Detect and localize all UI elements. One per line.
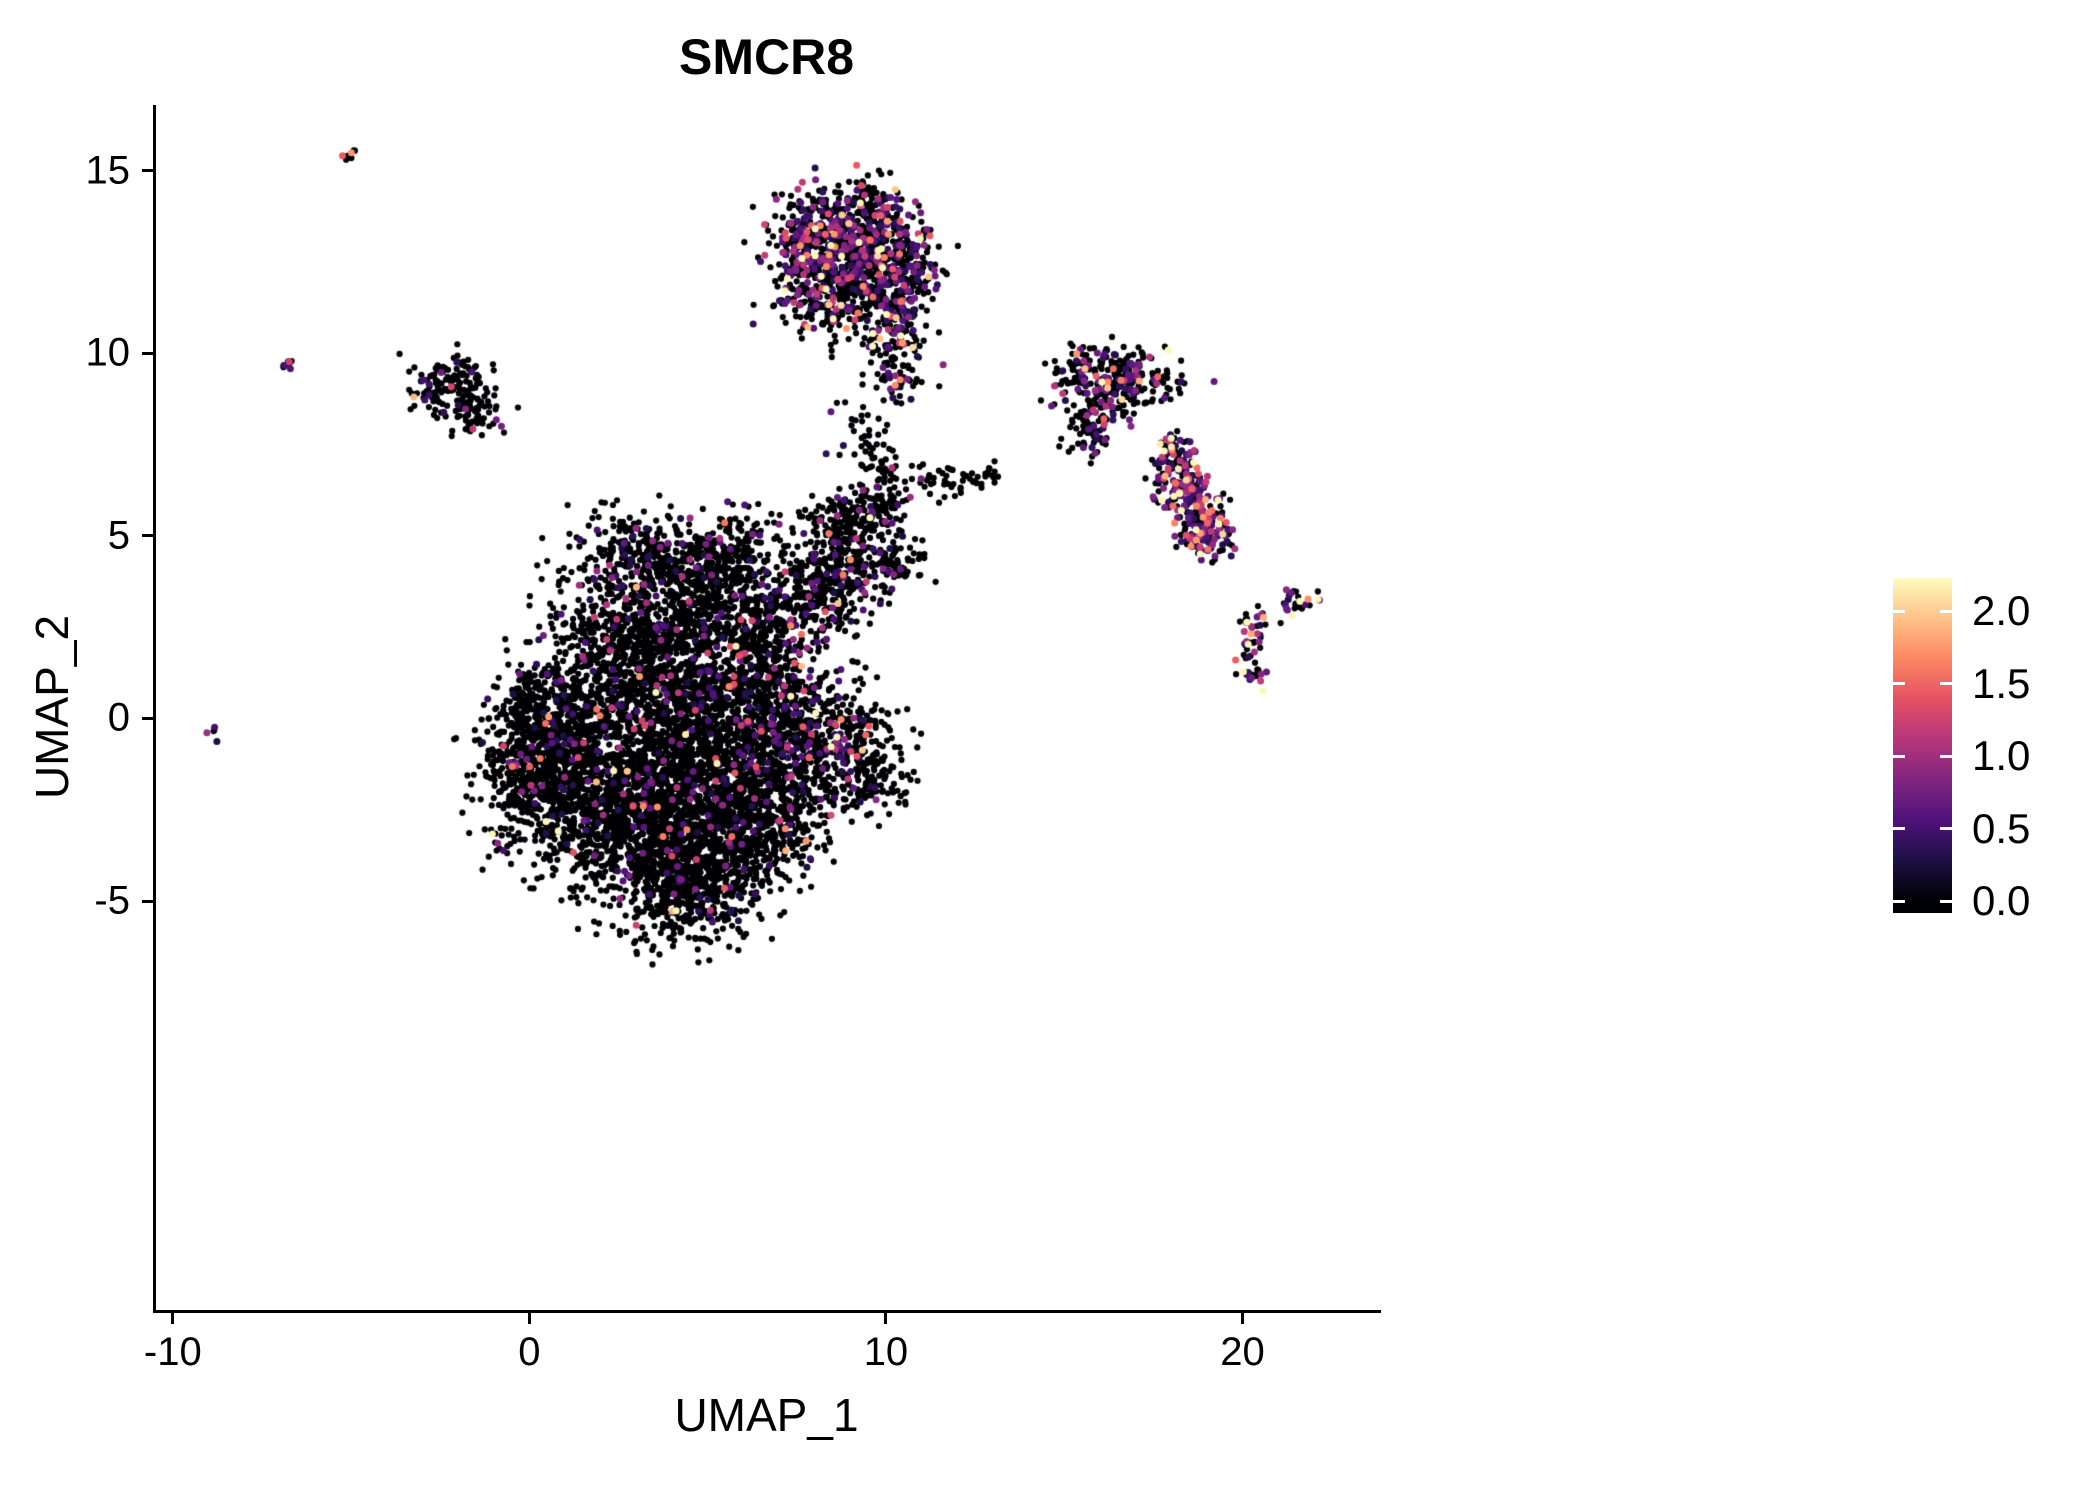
colorbar-tick-mark — [1893, 899, 1905, 903]
x-tick-label: 0 — [518, 1330, 541, 1374]
colorbar-tick-label: 1.5 — [1972, 659, 2031, 707]
colorbar-tick-mark — [1940, 899, 1952, 903]
x-tick-mark — [171, 1313, 175, 1324]
colorbar-tick-mark — [1940, 754, 1952, 758]
colorbar-tick-mark — [1893, 754, 1905, 758]
colorbar-tick-label: 1.0 — [1972, 732, 2031, 780]
y-tick-label: -5 — [94, 878, 130, 923]
y-axis-line — [153, 105, 156, 1313]
y-tick-mark — [142, 899, 153, 903]
y-tick-mark — [142, 351, 153, 355]
y-tick-mark — [142, 716, 153, 720]
colorbar-tick-mark — [1893, 827, 1905, 831]
colorbar-tick-mark — [1893, 609, 1905, 613]
x-tick-mark — [527, 1313, 531, 1324]
chart-title: SMCR8 — [678, 29, 855, 85]
x-tick-label: 10 — [863, 1330, 909, 1374]
x-axis-title: UMAP_1 — [674, 1389, 859, 1441]
x-tick-mark — [884, 1313, 888, 1324]
colorbar-tick-label: 0.5 — [1972, 804, 2031, 852]
colorbar-tick-label: 2.0 — [1972, 587, 2031, 635]
x-tick-label: 20 — [1220, 1330, 1265, 1374]
y-axis-title: UMAP_2 — [26, 614, 78, 800]
y-tick-label: 10 — [85, 330, 131, 375]
colorbar-tick-mark — [1940, 609, 1952, 613]
y-tick-label: 0 — [107, 695, 130, 740]
y-tick-label: 15 — [85, 148, 131, 193]
colorbar-tick-mark — [1940, 827, 1952, 831]
colorbar-tick-label: 0.0 — [1972, 877, 2031, 925]
colorbar-tick-mark — [1893, 682, 1905, 686]
x-tick-mark — [1241, 1313, 1244, 1324]
x-tick-label: -10 — [143, 1330, 202, 1374]
y-tick-label: 5 — [107, 513, 130, 558]
x-axis-line — [153, 1310, 1381, 1313]
colorbar-gradient — [1893, 578, 1952, 913]
y-tick-mark — [142, 534, 153, 538]
y-tick-mark — [142, 169, 153, 173]
colorbar-tick-mark — [1940, 682, 1952, 686]
